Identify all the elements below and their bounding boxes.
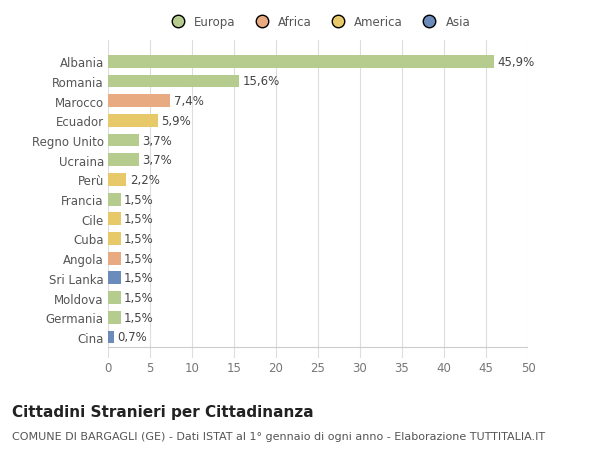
Bar — [108, 174, 127, 186]
Legend: Europa, Africa, America, Asia: Europa, Africa, America, Asia — [162, 12, 474, 32]
Text: 1,5%: 1,5% — [124, 233, 154, 246]
Text: 1,5%: 1,5% — [124, 311, 154, 324]
Bar — [108, 75, 239, 88]
Bar — [108, 252, 121, 265]
Bar — [108, 213, 121, 226]
Text: 3,7%: 3,7% — [142, 134, 172, 147]
Text: 1,5%: 1,5% — [124, 213, 154, 226]
Bar — [108, 233, 121, 246]
Bar — [108, 311, 121, 324]
Text: 1,5%: 1,5% — [124, 193, 154, 206]
Bar — [108, 154, 139, 167]
Bar — [108, 272, 121, 285]
Text: 5,9%: 5,9% — [161, 115, 191, 128]
Text: Cittadini Stranieri per Cittadinanza: Cittadini Stranieri per Cittadinanza — [12, 404, 314, 419]
Bar — [108, 115, 158, 128]
Text: 3,7%: 3,7% — [142, 154, 172, 167]
Bar — [108, 95, 170, 108]
Text: 45,9%: 45,9% — [497, 56, 534, 68]
Bar — [108, 56, 494, 68]
Bar — [108, 193, 121, 206]
Text: 1,5%: 1,5% — [124, 272, 154, 285]
Text: 1,5%: 1,5% — [124, 291, 154, 304]
Text: 7,4%: 7,4% — [173, 95, 203, 108]
Text: COMUNE DI BARGAGLI (GE) - Dati ISTAT al 1° gennaio di ogni anno - Elaborazione T: COMUNE DI BARGAGLI (GE) - Dati ISTAT al … — [12, 431, 545, 442]
Bar — [108, 134, 139, 147]
Text: 0,7%: 0,7% — [117, 331, 147, 344]
Text: 1,5%: 1,5% — [124, 252, 154, 265]
Text: 2,2%: 2,2% — [130, 174, 160, 186]
Text: 15,6%: 15,6% — [242, 75, 280, 88]
Bar — [108, 291, 121, 304]
Bar — [108, 331, 114, 344]
